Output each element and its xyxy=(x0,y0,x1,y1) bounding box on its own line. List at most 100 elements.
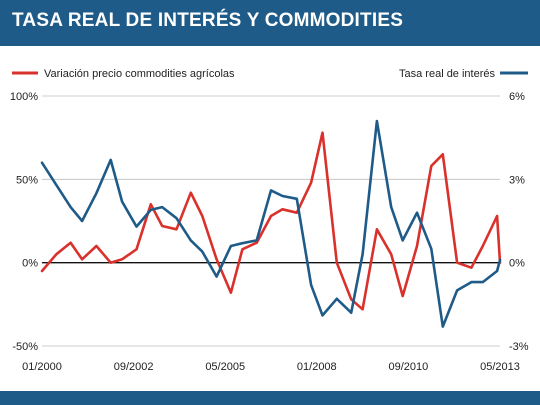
commodities-point xyxy=(175,228,178,231)
x-axis-ticks: 01/2000 09/2002 05/2005 01/2008 09/2010 05/20… xyxy=(22,361,520,373)
commodities-point xyxy=(189,191,192,194)
commodities-point xyxy=(215,258,218,261)
interest-rate-point xyxy=(161,206,164,209)
commodities-point xyxy=(201,215,204,217)
commodities-point xyxy=(335,261,338,264)
interest-rate-point xyxy=(321,314,324,317)
interest-rate-point xyxy=(350,311,353,314)
commodities-point xyxy=(390,253,393,256)
left-tick-label: 0% xyxy=(22,258,38,270)
interest-rate-point xyxy=(201,250,204,253)
right-tick-label: 3% xyxy=(509,174,525,186)
interest-rate-point xyxy=(390,206,393,209)
interest-rate-point xyxy=(430,247,433,250)
commodities-point xyxy=(350,298,353,301)
x-tick-label: 05/2005 xyxy=(205,361,245,373)
interest-rate-point xyxy=(441,325,444,328)
interest-rate-point xyxy=(149,208,152,211)
interest-rate-point xyxy=(175,217,178,220)
interest-rate-point xyxy=(361,253,364,256)
commodities-point xyxy=(481,245,484,247)
commodities-point xyxy=(416,245,418,247)
commodities-point xyxy=(270,215,272,217)
x-tick-label: 01/2000 xyxy=(22,361,62,373)
x-tick-label: 01/2008 xyxy=(297,361,337,373)
interest-rate-point xyxy=(230,245,232,247)
interest-rate-point xyxy=(55,183,58,186)
interest-rate-point xyxy=(135,225,138,228)
interest-rate-point xyxy=(335,297,338,300)
left-tick-label: 50% xyxy=(16,174,38,186)
interest-rate-point xyxy=(41,161,43,164)
commodities-point xyxy=(496,215,499,217)
interest-rate-point xyxy=(401,239,404,242)
interest-rate-point xyxy=(470,281,473,284)
interest-rate-point xyxy=(121,200,124,203)
commodities-point xyxy=(456,261,458,264)
right-tick-label: 6% xyxy=(509,91,525,103)
commodities-point xyxy=(109,261,112,264)
grid-lines xyxy=(42,95,500,347)
interest-rate-point xyxy=(456,289,458,292)
interest-rate-point xyxy=(295,197,298,200)
right-axis-ticks: 6% 3% 0% -3% xyxy=(509,91,529,353)
commodities-series-line xyxy=(40,131,502,311)
commodities-point xyxy=(161,225,164,227)
interest-rate-point xyxy=(496,270,499,272)
commodities-point xyxy=(81,258,83,261)
chart-title: TASA REAL DE INTERÉS Y COMMODITIES xyxy=(12,10,404,31)
interest-rate-point xyxy=(416,211,418,214)
legend: Variación precio commodities agrícolas Ta… xyxy=(12,68,528,80)
commodities-point xyxy=(121,258,124,261)
interest-rate-point xyxy=(255,239,258,242)
x-tick-label: 09/2010 xyxy=(389,361,429,373)
x-tick-label: 05/2013 xyxy=(480,361,520,373)
commodities-point xyxy=(281,208,284,211)
left-axis-ticks: 100% 50% 0% -50% xyxy=(10,91,38,353)
commodities-point xyxy=(321,131,324,134)
commodities-point xyxy=(55,253,58,256)
commodities-point xyxy=(149,203,152,206)
commodities-point xyxy=(69,241,72,244)
legend-label-commodities: Variación precio commodities agrícolas xyxy=(44,68,235,80)
interest-rate-point xyxy=(189,239,192,242)
interest-rate-point xyxy=(281,195,284,197)
commodities-point xyxy=(230,291,232,294)
title-bar: TASA REAL DE INTERÉS Y COMMODITIES xyxy=(0,0,540,46)
interest-rate-point xyxy=(95,192,98,195)
commodities-point xyxy=(441,153,444,156)
commodities-point xyxy=(135,248,138,251)
commodities-point xyxy=(95,245,98,247)
commodities-point xyxy=(295,211,298,214)
legend-label-interest-rate: Tasa real de interés xyxy=(399,68,495,80)
commodities-point xyxy=(376,228,378,231)
commodities-point xyxy=(241,248,244,251)
interest-rate-series-line xyxy=(40,119,502,328)
interest-rate-point xyxy=(481,281,484,284)
interest-rate-point xyxy=(499,258,501,261)
interest-rate-point xyxy=(109,158,112,161)
commodities-point xyxy=(430,165,433,167)
left-tick-label: 100% xyxy=(10,91,38,103)
left-tick-label: -50% xyxy=(12,341,38,353)
interest-rate-point xyxy=(270,189,272,192)
commodities-point xyxy=(401,295,404,297)
interest-rate-point xyxy=(81,220,83,222)
interest-rate-point xyxy=(215,275,218,278)
commodities-point xyxy=(41,270,43,272)
commodities-point xyxy=(255,241,258,244)
commodities-point xyxy=(470,266,473,269)
interest-rate-point xyxy=(241,242,244,245)
interest-rate-point xyxy=(376,120,378,122)
series-lines xyxy=(40,119,502,328)
commodities-point xyxy=(310,181,312,184)
line-chart: 100% 50% 0% -50% 6% 3% 0% -3% 01/2000 09/2002 05… xyxy=(10,68,529,373)
right-tick-label: -3% xyxy=(509,341,529,353)
footer-bar xyxy=(0,391,540,405)
x-tick-label: 09/2002 xyxy=(114,361,154,373)
interest-rate-point xyxy=(310,283,312,286)
interest-rate-point xyxy=(69,206,72,209)
right-tick-label: 0% xyxy=(509,258,525,270)
commodities-point xyxy=(361,308,364,311)
